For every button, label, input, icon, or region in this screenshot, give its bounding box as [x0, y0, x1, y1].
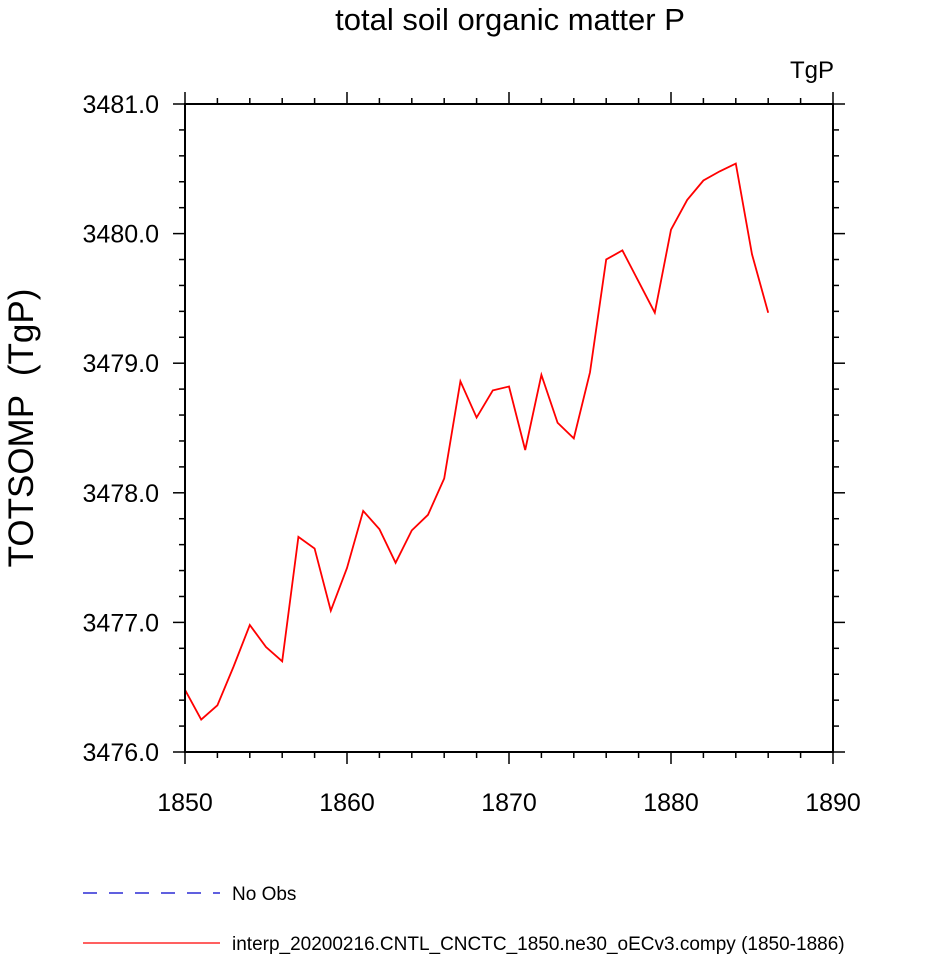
- y-axis-label: TOTSOMP (TgP): [2, 289, 41, 568]
- x-tick-label: 1890: [805, 789, 861, 817]
- y-tick-label: 3480.0: [83, 221, 159, 249]
- legend: No Obs interp_20200216.CNTL_CNCTC_1850.ne…: [83, 884, 845, 955]
- y-tick-label: 3481.0: [83, 91, 159, 119]
- y-tick-label: 3479.0: [83, 350, 159, 378]
- plot-frame: [184, 103, 834, 753]
- y-tick-label: 3478.0: [83, 480, 159, 508]
- tick-labels: 3476.0 3477.0 3478.0 3479.0 3480.0 3481.0 1850…: [83, 91, 861, 817]
- series-line-1: [184, 162, 770, 722]
- x-tick-label: 1860: [319, 789, 375, 817]
- y-tick-label: 3476.0: [83, 739, 159, 767]
- x-tick-label: 1850: [157, 789, 213, 817]
- axis-ticks: [173, 92, 845, 764]
- y-tick-label: 3477.0: [83, 609, 159, 637]
- series-layer: [184, 162, 770, 722]
- legend-label-0: No Obs: [232, 884, 296, 905]
- x-tick-label: 1870: [481, 789, 537, 817]
- chart-title: total soil organic matter P: [335, 2, 685, 37]
- x-tick-label: 1880: [643, 789, 699, 817]
- units-label: TgP: [790, 57, 834, 84]
- legend-label-1: interp_20200216.CNTL_CNCTC_1850.ne30_oEC…: [232, 934, 845, 955]
